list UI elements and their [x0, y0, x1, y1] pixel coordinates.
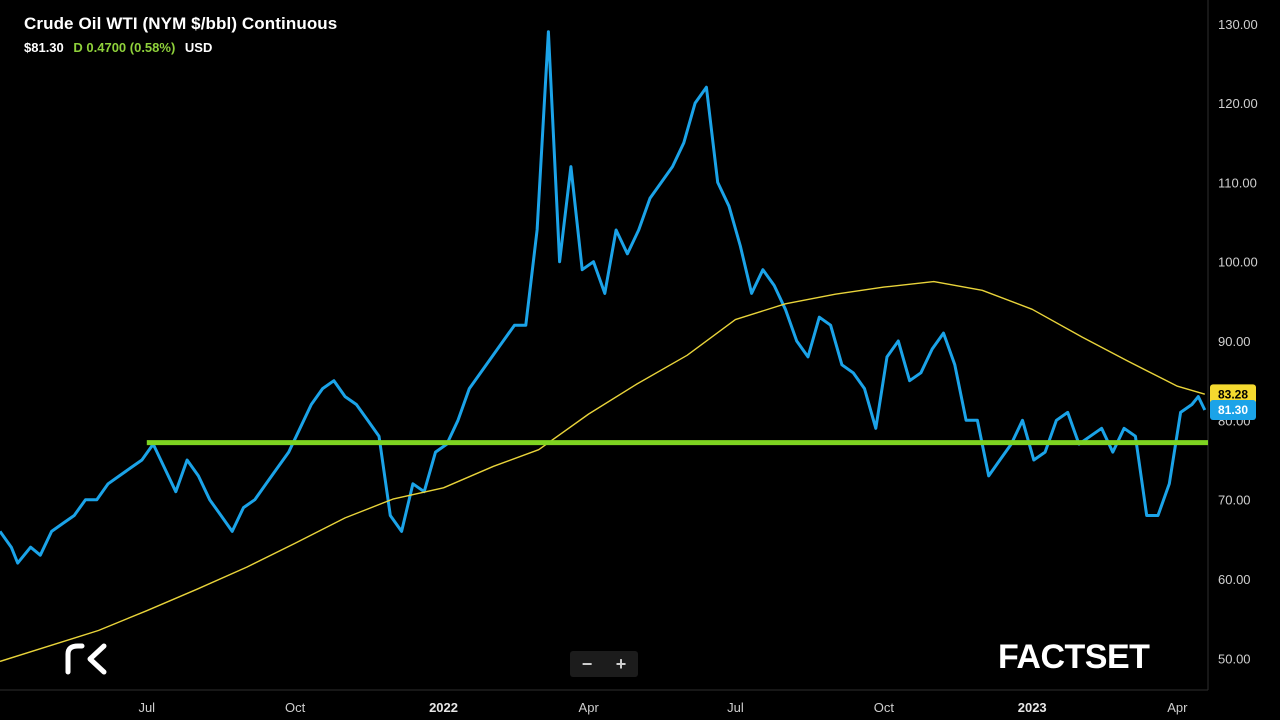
price-value-badge: 81.30: [1218, 403, 1248, 417]
last-price: $81.30: [24, 40, 64, 55]
y-tick-label: 60.00: [1218, 572, 1251, 587]
y-tick-label: 50.00: [1218, 651, 1251, 666]
factset-logo: FACTSET: [998, 638, 1150, 676]
x-tick-label: Oct: [874, 700, 895, 715]
zoom-in-button[interactable]: +: [615, 654, 627, 674]
x-tick-label: Jul: [138, 700, 155, 715]
y-tick-label: 70.00: [1218, 493, 1251, 508]
y-tick-label: 100.00: [1218, 255, 1258, 270]
x-axis-ticks: Jul Oct 2022 Apr Jul Oct 2023 Apr: [138, 700, 1188, 715]
price-value-badge-bg: [1210, 400, 1256, 421]
rk-logo-icon: [64, 640, 110, 681]
zoom-out-button[interactable]: −: [581, 654, 593, 674]
moving-average-line: [0, 280, 1205, 663]
price-change: D 0.4700 (0.58%): [73, 40, 176, 55]
x-tick-label: Apr: [1167, 700, 1188, 715]
chart-title: Crude Oil WTI (NYM $/bbl) Continuous: [24, 14, 338, 33]
x-tick-label: Oct: [285, 700, 306, 715]
zoom-controls: − +: [570, 651, 638, 677]
chart-header: Crude Oil WTI (NYM $/bbl) Continuous $81…: [24, 14, 337, 55]
quote-line: $81.30 D 0.4700 (0.58%) USD: [24, 40, 337, 55]
y-tick-label: 110.00: [1218, 175, 1257, 190]
y-tick-label: 90.00: [1218, 334, 1251, 349]
value-badges: 83.28 81.30: [1210, 384, 1256, 421]
x-tick-label: 2022: [429, 700, 458, 715]
currency-label: USD: [184, 40, 213, 55]
x-tick-label: Jul: [727, 700, 744, 715]
x-tick-label: Apr: [579, 700, 600, 715]
ma-value-badge-bg: [1210, 384, 1256, 405]
ma-value-badge: 83.28: [1218, 387, 1248, 401]
y-tick-label: 120.00: [1218, 96, 1258, 111]
y-axis-ticks: 50.0060.0070.0080.0090.00100.00110.00120…: [1218, 17, 1258, 666]
series-layer: [0, 30, 1208, 663]
x-tick-label: 2023: [1018, 700, 1047, 715]
y-tick-label: 130.00: [1218, 17, 1258, 32]
